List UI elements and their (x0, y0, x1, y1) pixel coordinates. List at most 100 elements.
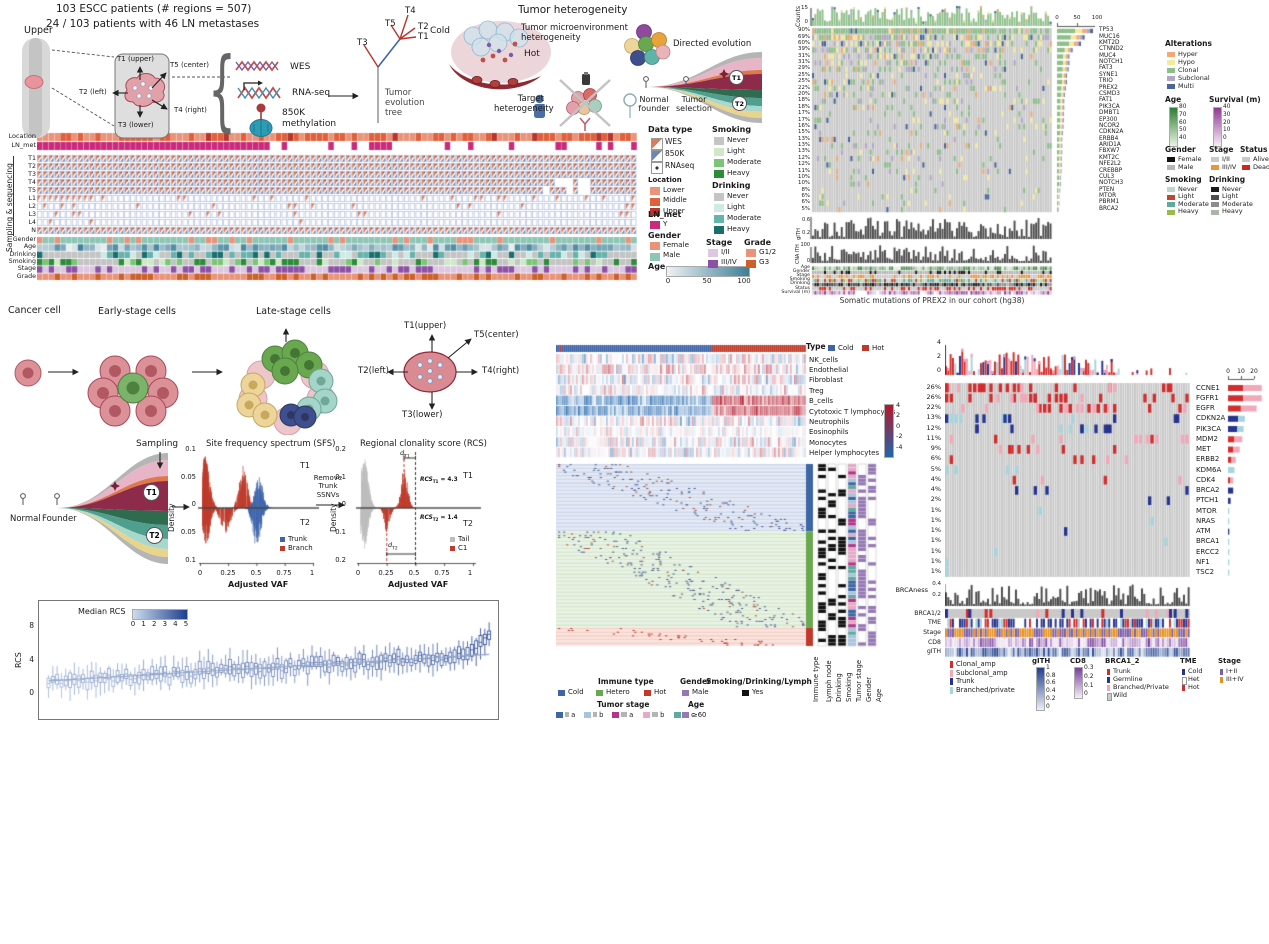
legend-swatch (1220, 677, 1223, 683)
lbl-oncoprint1-legend-survival-ticks-2: 20 (1223, 119, 1231, 126)
lbl-oncoprint1-legend-alterations-items-0-label: Hyper (1178, 49, 1198, 58)
onco2-gene-ATM: ATM (1196, 527, 1211, 536)
lbl-sfs-xticks-2: 0.5 (250, 569, 262, 577)
lbl-median-rcs-legend-ticks-2: 2 (151, 620, 157, 628)
normal-founder-label: Normal founder (638, 95, 670, 114)
lbl-rcs-xticks-4: 1 (467, 569, 473, 577)
legend-swatch (1167, 194, 1175, 200)
lbl-strip-legend-sdl-items-0-label: Yes (752, 688, 764, 696)
lbl-oncoprint2-yticks-1: 2 (936, 352, 941, 360)
onco1-gene-ARID1A: ARID1A (1099, 142, 1121, 149)
onco2-gene-BRCA1: BRCA1 (1196, 537, 1220, 546)
lbl-strip-legend-immune-title: Immune type (598, 677, 654, 686)
lbl-rcs-xticks-1: 0.25 (378, 569, 394, 577)
lbl-oncoprint2-legend-amp-items-0-label: Clonal_amp (956, 660, 996, 668)
legend-swatch (1211, 194, 1219, 200)
lbl-oncoprint1-legend-age-ticks-3: 50 (1179, 127, 1187, 134)
rcs-d2-sub: T2 (392, 546, 398, 552)
rcs-ann1-sub: T1 (432, 479, 439, 485)
legend-swatch (862, 345, 869, 351)
legend-swatch (650, 252, 660, 261)
brace-icon: { (208, 38, 236, 141)
lbl-legendA-stage-title: Stage (706, 238, 733, 247)
onco2-pct-TSC2: 1% (930, 567, 941, 576)
legend-swatch (1242, 165, 1250, 170)
lbl-strip-legend-stage-items-3-label: III b (652, 710, 665, 719)
lbl-legendA-location-title: Location (648, 176, 682, 184)
lbl-sampling-anno-rows-2: Drinking (9, 250, 36, 258)
onco1-pct-NCOR2: 16% (798, 122, 810, 129)
legend-swatch (644, 690, 651, 696)
immune-row-8: Monocytes (809, 438, 847, 447)
legend-swatch (714, 204, 724, 212)
onco1-gene-CSMD3: CSMD3 (1099, 91, 1120, 97)
lbl-sampling-grid-rows-3: T4 (28, 178, 36, 186)
age-vertical-colorbar (1169, 107, 1178, 147)
legend-swatch (1167, 52, 1175, 57)
legend-swatch (1211, 209, 1219, 215)
lbl-sfs-xticks-4: 1 (309, 569, 315, 577)
cell-evolution-illustration (14, 339, 457, 435)
lbl-oncoprint1-legend-gender-title: Gender (1165, 145, 1196, 154)
legend-swatch (950, 686, 953, 694)
onco1-pct-KMT2C: 12% (798, 154, 810, 161)
lbl-immune-colorbar-ticks-3: -2 (896, 432, 903, 441)
lbl-oncoprint1-legend-stage-title: Stage (1209, 145, 1234, 154)
lbl-oncoprint2-anno-rows-2: Stage (923, 628, 941, 636)
median-rcs-boxplot-canvas (38, 600, 499, 720)
target-heterogeneity-label: Target heterogeneity (494, 94, 554, 115)
lbl-oncoprint1-cna-ticks-0: 100 (800, 242, 810, 248)
onco1-pct-CSMD3: 20% (798, 91, 810, 97)
lbl-immune-colorbar-ticks-2: 0 (896, 421, 901, 430)
lbl-oncoprint2-legend-amp-items-3-label: Branched/private (956, 685, 1015, 694)
lbl-oncoprint2-anno-rows-3: CD8 (927, 638, 941, 646)
legend-swatch (674, 712, 681, 718)
onco2-gene-EGFR: EGFR (1196, 404, 1215, 413)
lbl-legendA-stage-items-0-label: I/II (721, 246, 730, 256)
lbl-oncoprint1-legend-survival-ticks-3: 10 (1223, 127, 1231, 134)
dir-t2-label: T2(left) (358, 366, 389, 376)
onco1-pct-CTNND2: 39% (798, 46, 810, 53)
onco2-gene-NRAS: NRAS (1196, 516, 1216, 525)
onco1-gene-SYNE1: SYNE1 (1099, 71, 1118, 78)
lbl-sampling-grid-rows-8: L4 (28, 218, 36, 226)
onco2-gene-KDM6A: KDM6A (1196, 465, 1222, 474)
lbl-oncoprint2-legend-brca-items-3-label: Wild (1113, 690, 1128, 699)
lbl-strip-legend-age-title: Age (688, 700, 705, 709)
immune-row-5: Cytotoxic T lymphocytes (809, 407, 896, 416)
early-stage-label: Early-stage cells (98, 306, 176, 317)
fish-founder-label: Founder (42, 514, 77, 524)
onco1-gene-DMBT1: DMBT1 (1099, 110, 1120, 117)
legend-swatch (714, 215, 724, 223)
lbl-oncoprint1-legend-smoking-items-2-label: Moderate (1178, 199, 1209, 208)
onco2-pct-CCNE1: 26% (926, 382, 941, 391)
lbl-sampling-grid-rows-6: L2 (28, 202, 36, 210)
rcs-ann2-base: RCS (420, 515, 433, 521)
lbl-strip-col-labels-6: Age (875, 688, 883, 702)
onco1-gene-MTOR: MTOR (1099, 193, 1117, 200)
immune-colorbar (884, 404, 894, 458)
cancer-cell-label: Cancer cell (8, 305, 61, 316)
lbl-rcs-xticks-2: 0.5 (408, 569, 420, 577)
onco1-pct-MTOR: 6% (801, 193, 810, 200)
lbl-sfs-yticks-4: 0.1 (185, 556, 196, 564)
legend-swatch (1167, 165, 1175, 170)
legend-swatch (1167, 76, 1175, 81)
lbl-oncoprint1-legend-alterations-items-1-label: Hypo (1178, 57, 1195, 66)
lbl-median-rcs-legend-ticks-5: 5 (183, 620, 189, 628)
immune-row-7: Eosinophils (809, 428, 849, 437)
legend-swatch (950, 678, 953, 686)
median-rcs-colorbar (132, 609, 188, 620)
lbl-oncoprint1-legend-drinking-title: Drinking (1209, 175, 1246, 184)
legend-swatch (714, 137, 724, 145)
lbl-legendA-smoking-title: Smoking (712, 125, 752, 134)
onco1-pct-PBRM1: 6% (801, 199, 810, 206)
lbl-sampling-grid-rows-7: L3 (28, 210, 36, 218)
legend-swatch (714, 193, 724, 201)
lbl-legendA-age-ticks-2: 100 (737, 277, 751, 285)
rcs-title: Regional clonality score (RCS) (360, 439, 487, 449)
legend-swatch (714, 148, 724, 156)
lbl-legendA-data-type-k850: 850K (665, 149, 685, 158)
850k-swatch (651, 150, 663, 162)
lbl-oncoprint1-counts-ticks-1: 0 (804, 19, 809, 25)
